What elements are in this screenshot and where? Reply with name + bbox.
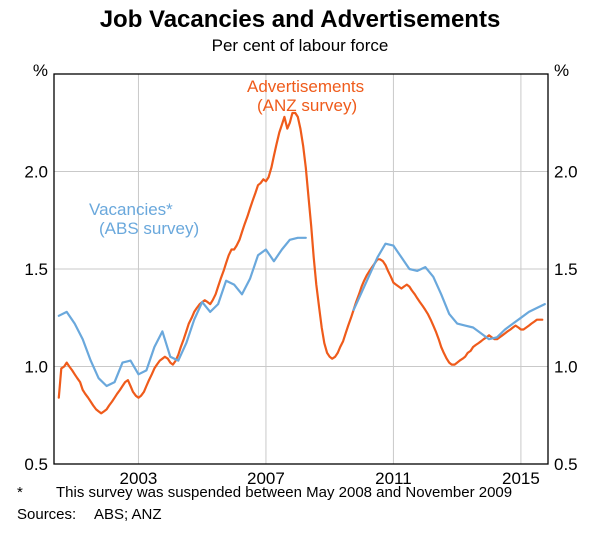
- svg-text:(ABS survey): (ABS survey): [99, 219, 199, 238]
- svg-text:1.5: 1.5: [24, 260, 48, 279]
- svg-text:Advertisements: Advertisements: [247, 77, 364, 96]
- svg-text:2.0: 2.0: [24, 163, 48, 182]
- svg-text:1.0: 1.0: [24, 358, 48, 377]
- svg-text:Vacancies*: Vacancies*: [89, 200, 173, 219]
- svg-text:(ANZ survey): (ANZ survey): [257, 96, 357, 115]
- svg-text:%: %: [33, 61, 48, 80]
- footnote-text: This survey was suspended between May 20…: [56, 484, 512, 501]
- svg-text:%: %: [554, 61, 569, 80]
- svg-text:0.5: 0.5: [554, 455, 578, 474]
- svg-text:0.5: 0.5: [24, 455, 48, 474]
- svg-text:1.5: 1.5: [554, 260, 578, 279]
- sources-label: Sources:: [17, 506, 76, 523]
- chart-container: Job Vacancies and Advertisements Per cen…: [0, 0, 600, 537]
- chart-plot: 0.50.51.01.01.51.52.02.0%%20032007201120…: [0, 0, 600, 537]
- svg-text:1.0: 1.0: [554, 358, 578, 377]
- svg-text:2.0: 2.0: [554, 163, 578, 182]
- footnote-marker: *: [17, 484, 23, 501]
- sources-text: ABS; ANZ: [94, 506, 162, 523]
